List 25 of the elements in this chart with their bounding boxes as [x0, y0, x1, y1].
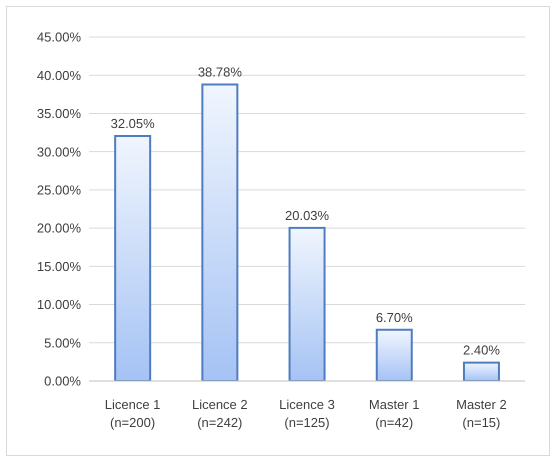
- bar: [462, 362, 500, 381]
- y-tick-label: 30.00%: [36, 144, 82, 160]
- bar: [114, 134, 152, 381]
- y-tick-label: 15.00%: [36, 258, 82, 274]
- bar: [201, 84, 238, 381]
- data-label: 20.03%: [285, 208, 330, 223]
- x-tick-label: Licence 1 (n=200): [104, 397, 160, 430]
- y-tick-label: 45.00%: [36, 30, 82, 45]
- y-tick-label: 35.00%: [36, 106, 82, 122]
- x-tick-label: Master 1 (n=42): [368, 397, 420, 430]
- data-label: 6.70%: [376, 310, 414, 325]
- data-label: 32.05%: [110, 116, 156, 131]
- y-tick-label: 25.00%: [36, 182, 82, 198]
- x-tick-label: Licence 2 (n=242): [192, 397, 248, 430]
- y-tick-label: 20.00%: [36, 220, 82, 236]
- y-tick-label: 10.00%: [36, 297, 82, 312]
- y-tick-label: 40.00%: [36, 68, 82, 83]
- x-tick-label: Licence 3 (n=125): [279, 397, 335, 430]
- data-label: 2.40%: [463, 342, 500, 358]
- y-tick-label: 0.00%: [44, 374, 82, 389]
- x-tick-label: Master 2 (n=15): [456, 397, 507, 430]
- y-tick-label: 5.00%: [44, 335, 82, 350]
- bar: [288, 226, 326, 381]
- data-label: 38.78%: [198, 64, 242, 80]
- bar: [376, 328, 413, 381]
